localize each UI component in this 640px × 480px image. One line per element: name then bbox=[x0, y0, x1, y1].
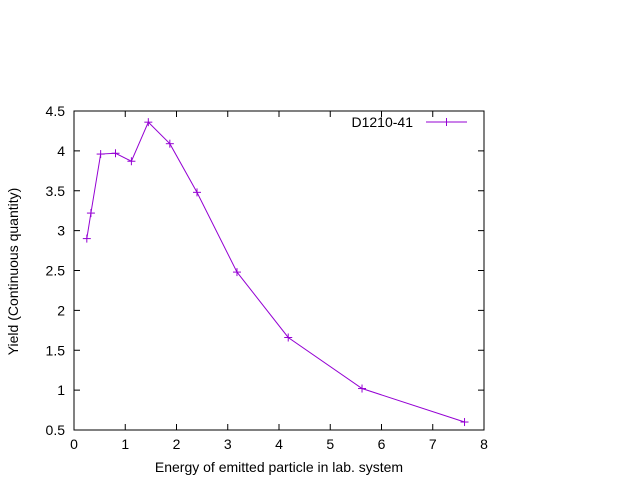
x-tick-label: 7 bbox=[429, 436, 437, 452]
data-point bbox=[165, 139, 174, 148]
data-point bbox=[284, 333, 293, 342]
plot-frame bbox=[73, 110, 485, 431]
y-tick-label: 4.5 bbox=[46, 103, 66, 119]
data-point bbox=[82, 234, 91, 243]
y-tick-label: 2.5 bbox=[46, 263, 66, 279]
data-point bbox=[144, 118, 153, 127]
y-tick-label: 0.5 bbox=[46, 422, 66, 438]
legend-marker bbox=[442, 118, 451, 126]
x-axis-label: Energy of emitted particle in lab. syste… bbox=[155, 459, 403, 475]
series-layer bbox=[82, 118, 469, 427]
x-tick-label: 3 bbox=[224, 436, 232, 452]
tick-labels: 0 1 2 3 4 5 6 7 8 0.5 1 1.5 2 2.5 3 3.5 4 4.5 bbox=[46, 103, 489, 452]
y-tick-label: 3 bbox=[57, 223, 65, 239]
y-tick-label: 1.5 bbox=[46, 342, 66, 358]
legend-marker-plus bbox=[442, 118, 451, 126]
legend-label: D1210-41 bbox=[352, 114, 414, 130]
data-point bbox=[193, 188, 201, 197]
x-tick-label: 4 bbox=[275, 436, 283, 452]
y-tick-label: 1 bbox=[57, 382, 65, 398]
x-tick-label: 5 bbox=[326, 436, 334, 452]
x-tick-label: 8 bbox=[480, 436, 488, 452]
y-tick-label: 2 bbox=[57, 302, 65, 318]
data-point bbox=[460, 418, 469, 427]
x-tick-label: 0 bbox=[70, 436, 78, 452]
y-axis-label: Yield (Continuous quantity) bbox=[5, 188, 21, 356]
x-tick-label: 2 bbox=[173, 436, 181, 452]
tick-marks bbox=[73, 110, 485, 431]
legend: D1210-41 bbox=[352, 114, 467, 130]
y-tick-label: 4 bbox=[57, 143, 65, 159]
x-tick-label: 6 bbox=[378, 436, 386, 452]
y-tick-label: 3.5 bbox=[46, 183, 66, 199]
data-point bbox=[96, 150, 105, 159]
x-tick-label: 1 bbox=[121, 436, 129, 452]
data-point bbox=[358, 384, 367, 393]
data-point bbox=[111, 149, 120, 158]
data-point bbox=[127, 157, 136, 166]
series-line bbox=[86, 121, 465, 423]
data-point bbox=[232, 268, 241, 277]
data-point bbox=[86, 209, 95, 218]
